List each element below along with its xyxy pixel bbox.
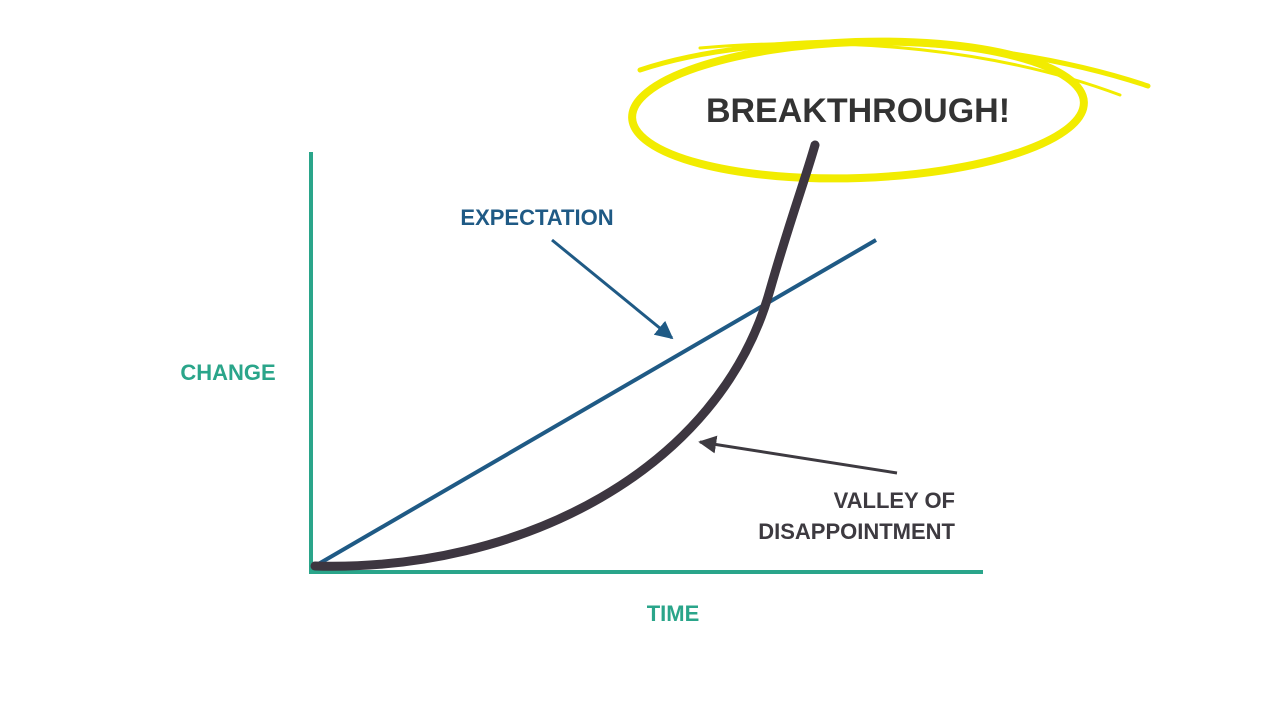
expectation-line: [313, 238, 878, 568]
x-axis-label: TIME: [647, 601, 700, 626]
expectation-label: EXPECTATION: [460, 205, 613, 230]
breakthrough-label: BREAKTHROUGH!: [706, 92, 1010, 130]
expectation-arrow: [551, 238, 674, 340]
valley-label: VALLEY OF: [834, 488, 955, 513]
valley-arrow: [698, 435, 898, 475]
valley-label: DISAPPOINTMENT: [758, 519, 955, 544]
highlight: [628, 37, 1151, 183]
breakthrough-curve: [310, 140, 820, 571]
y-axis-label: CHANGE: [180, 360, 275, 385]
